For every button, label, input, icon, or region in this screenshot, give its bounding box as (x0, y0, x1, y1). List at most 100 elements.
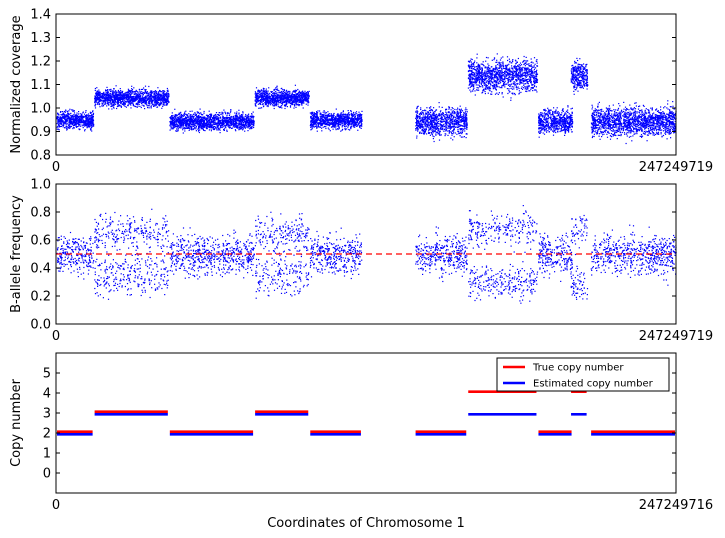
coverage-point (133, 99, 136, 101)
coverage-point (155, 101, 157, 103)
coverage-point (150, 92, 152, 94)
coverage-point (156, 91, 158, 93)
coverage-point (220, 123, 223, 125)
coverage-point (115, 97, 117, 99)
coverage-point (222, 112, 224, 114)
coverage-point (59, 111, 62, 113)
coverage-point (74, 124, 76, 126)
coverage-point (238, 121, 240, 124)
coverage-point (87, 124, 89, 126)
coverage-point (114, 95, 116, 97)
coverage-point (272, 94, 274, 97)
coverage-point (232, 124, 234, 126)
coverage-point (80, 121, 82, 123)
coverage-point (260, 99, 262, 102)
coverage-point (253, 125, 255, 127)
coverage-point (262, 89, 265, 91)
coverage-point (231, 123, 233, 125)
coverage-point (273, 92, 275, 94)
coverage-point (256, 98, 258, 100)
coverage-point (169, 129, 171, 131)
coverage-point (134, 105, 136, 108)
coverage-point (293, 94, 295, 96)
coverage-point (60, 122, 62, 125)
coverage-point (263, 90, 265, 92)
coverage-point (129, 97, 131, 99)
coverage-point (77, 123, 79, 125)
coverage-point (308, 95, 310, 97)
coverage-point (78, 118, 81, 121)
coverage-point (101, 99, 103, 101)
coverage-point (261, 96, 263, 98)
coverage-point (239, 123, 241, 125)
coverage-point (257, 95, 259, 97)
coverage-point (72, 118, 74, 120)
coverage-point (239, 123, 241, 125)
coverage-point (109, 90, 112, 92)
coverage-point (276, 96, 278, 98)
coverage-point (248, 122, 250, 124)
coverage-point (184, 128, 186, 130)
coverage-point (63, 114, 65, 117)
coverage-point (101, 97, 103, 99)
coverage-point (183, 113, 186, 115)
coverage-point (127, 91, 129, 94)
coverage-point (92, 110, 94, 112)
coverage-point (281, 93, 283, 95)
coverage-point (199, 117, 201, 119)
coverage-point (176, 125, 178, 127)
coverage-point (138, 101, 140, 104)
coverage-point (113, 107, 115, 109)
coverage-point (213, 117, 215, 119)
coverage-point (161, 107, 163, 109)
coverage-point (304, 93, 306, 95)
coverage-point (301, 97, 303, 99)
coverage-point (289, 105, 292, 107)
coverage-point (177, 125, 179, 127)
coverage-point (194, 114, 196, 117)
coverage-point (73, 124, 75, 126)
coverage-point (255, 105, 257, 107)
coverage-point (181, 125, 183, 127)
coverage-point (267, 95, 269, 97)
coverage-point (189, 122, 191, 125)
coverage-point (236, 123, 238, 125)
coverage-point (57, 126, 59, 128)
coverage-point (75, 114, 77, 116)
coverage-point (110, 105, 112, 108)
coverage-point (268, 93, 270, 96)
coverage-point (178, 113, 180, 116)
coverage-point (206, 116, 209, 118)
coverage-point (244, 127, 246, 129)
coverage-point (198, 126, 200, 128)
coverage-point (184, 130, 186, 132)
coverage-point (301, 96, 303, 98)
coverage-point (171, 123, 173, 125)
coverage-point (285, 102, 287, 104)
coverage-point (252, 121, 255, 123)
coverage-point (90, 127, 92, 129)
coverage-point (273, 107, 275, 110)
coverage-point (222, 122, 224, 124)
coverage-point (61, 113, 63, 115)
coverage-point (218, 122, 221, 124)
coverage-point (139, 101, 141, 103)
coverage-point (166, 101, 168, 104)
coverage-point (283, 101, 285, 103)
coverage-point (138, 95, 140, 98)
coverage-point (145, 91, 147, 93)
coverage-point (269, 104, 271, 106)
coverage-point (267, 92, 269, 94)
coverage-point (162, 96, 164, 98)
coverage-point (286, 101, 288, 103)
coverage-point (265, 88, 267, 90)
coverage-point (207, 126, 209, 128)
coverage-point (159, 102, 161, 104)
coverage-point (356, 119, 358, 121)
coverage-point (157, 95, 159, 97)
coverage-point (259, 99, 261, 101)
coverage-point (347, 124, 349, 126)
coverage-point (172, 128, 174, 130)
coverage-point (360, 119, 362, 121)
coverage-point (299, 104, 301, 106)
